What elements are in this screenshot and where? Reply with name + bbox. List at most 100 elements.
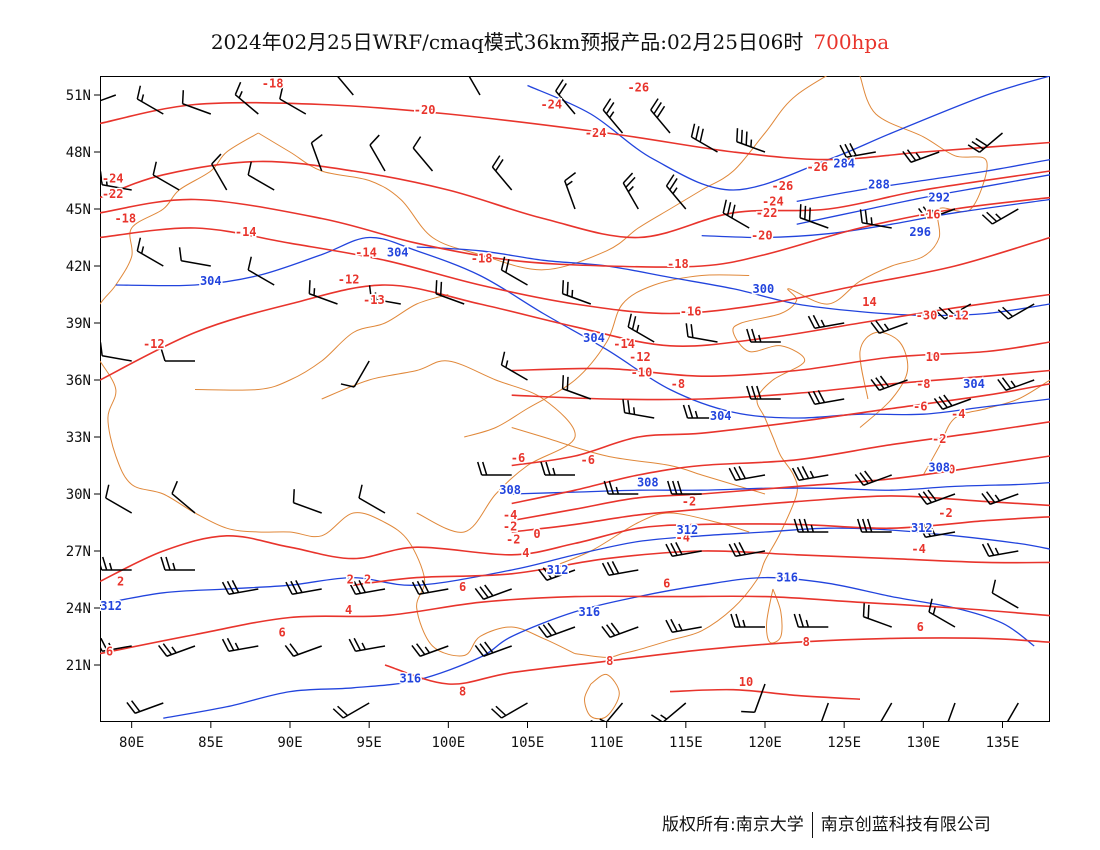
wind-barb	[474, 584, 512, 600]
temperature-label: -8	[671, 377, 685, 391]
wind-barb	[100, 171, 132, 191]
wind-barb	[650, 702, 687, 722]
wind-barb	[247, 256, 275, 286]
wind-barb	[340, 360, 370, 388]
temperature-label: -24	[585, 126, 607, 140]
wind-barb	[603, 480, 639, 495]
wind-barb	[746, 328, 781, 343]
company-text: 南京创蓝科技有限公司	[820, 815, 991, 835]
wind-barb	[622, 399, 655, 419]
wind-barb	[100, 556, 132, 571]
wind-barb	[807, 314, 845, 329]
wind-barb	[310, 134, 323, 172]
temperature-label: -12	[143, 337, 165, 351]
wind-barb	[538, 565, 576, 581]
wind-barb	[944, 702, 956, 722]
wind-barb	[1002, 702, 1019, 722]
temperature-contour	[100, 196, 1050, 268]
temperature-label: -18	[262, 77, 284, 91]
lon-tick-label: 90E	[277, 735, 302, 751]
wind-barb	[211, 153, 228, 191]
wind-barb	[104, 484, 133, 514]
height-label: 312	[547, 563, 569, 577]
temperature-label: -2	[938, 506, 952, 520]
footer: 版权所有:南京大学 南京创蓝科技有限公司	[662, 810, 991, 838]
wind-barb	[928, 598, 956, 628]
temperature-label: -14	[613, 337, 635, 351]
temperature-contour	[100, 227, 1050, 315]
wind-barb	[918, 523, 956, 538]
wind-barb	[690, 123, 718, 153]
wind-barb	[902, 149, 940, 163]
height-label: 312	[100, 599, 122, 613]
temperature-contour	[511, 383, 1050, 467]
temperature-label: 2	[117, 574, 124, 588]
lat-tick-label: 27N	[66, 544, 91, 560]
border-line	[859, 331, 909, 428]
map-title: 2024年02月25日WRF/cmaq模式36km预报产品:02月25日06时 7…	[0, 26, 1100, 55]
axes-layer: 80E 85E 90E 95E 100E 105E 110E 115E 120E 125E 130E…	[66, 88, 1020, 751]
wind-barb	[728, 542, 766, 557]
temperature-contour	[100, 160, 1050, 239]
wind-barb	[602, 98, 624, 134]
lat-tick-label: 33N	[66, 430, 91, 446]
wind-barb	[685, 323, 718, 343]
temperature-contour	[511, 421, 1050, 505]
wind-barb	[136, 237, 164, 267]
temperature-label: -2	[682, 495, 696, 509]
lat-tick-label: 36N	[66, 373, 91, 389]
wind-barb	[234, 81, 259, 115]
wind-barb	[411, 580, 449, 595]
lat-tick-label: 39N	[66, 316, 91, 332]
wind-barb	[100, 342, 132, 362]
height-contour	[796, 158, 1050, 203]
temperature-label: -4	[951, 407, 965, 421]
wind-barb	[500, 351, 528, 381]
lon-tick-label: 115E	[669, 735, 703, 751]
temperature-label: -18	[471, 251, 493, 265]
border-line	[511, 427, 766, 495]
temperature-label: -24	[762, 194, 784, 208]
temperature-label: -26	[627, 80, 649, 94]
temperature-label: -6	[913, 400, 927, 414]
wind-barb	[876, 702, 893, 722]
wind-barb	[292, 489, 322, 514]
height-label: 316	[578, 605, 600, 619]
temperature-label: -30	[916, 308, 938, 322]
temperature-label: 8	[803, 635, 810, 649]
wind-barb	[665, 174, 687, 210]
lat-tick-label: 45N	[66, 202, 91, 218]
height-label: 288	[868, 177, 890, 191]
border-line	[464, 274, 750, 438]
temperature-contour	[511, 369, 1050, 401]
wind-barb	[746, 385, 781, 400]
temperature-label: -22	[102, 187, 124, 201]
temperature-label: -26	[806, 160, 828, 174]
border-line	[583, 673, 620, 720]
temperature-label: -18	[667, 257, 689, 271]
wind-barb	[627, 313, 655, 343]
temperature-label: -12	[338, 272, 360, 286]
temperature-label: 4	[522, 546, 529, 560]
temperature-contour	[100, 595, 1050, 655]
temperature-contour	[669, 688, 861, 700]
temperature-label: -16	[919, 208, 941, 222]
wind-barb	[870, 375, 908, 391]
lon-tick-label: 130E	[906, 735, 940, 751]
wind-barb	[722, 199, 750, 229]
wind-barb	[333, 76, 354, 96]
contour-labels-layer: -18-20-24-24-26-26-26-24-22-20-16-18 -18-…	[100, 76, 986, 700]
temperature-label: -13	[363, 293, 385, 307]
temperature-contour	[100, 101, 1050, 161]
temperature-label: 14	[862, 295, 876, 309]
wind-barb	[411, 643, 449, 657]
wind-barb	[332, 702, 370, 719]
wind-barb	[358, 484, 386, 514]
temperature-label: -4	[675, 531, 689, 545]
height-contour	[163, 576, 1035, 719]
temperature-contours-layer	[100, 101, 1050, 700]
temperature-label: 10	[739, 675, 753, 689]
wind-barb	[561, 375, 592, 400]
wind-barb	[369, 134, 386, 172]
